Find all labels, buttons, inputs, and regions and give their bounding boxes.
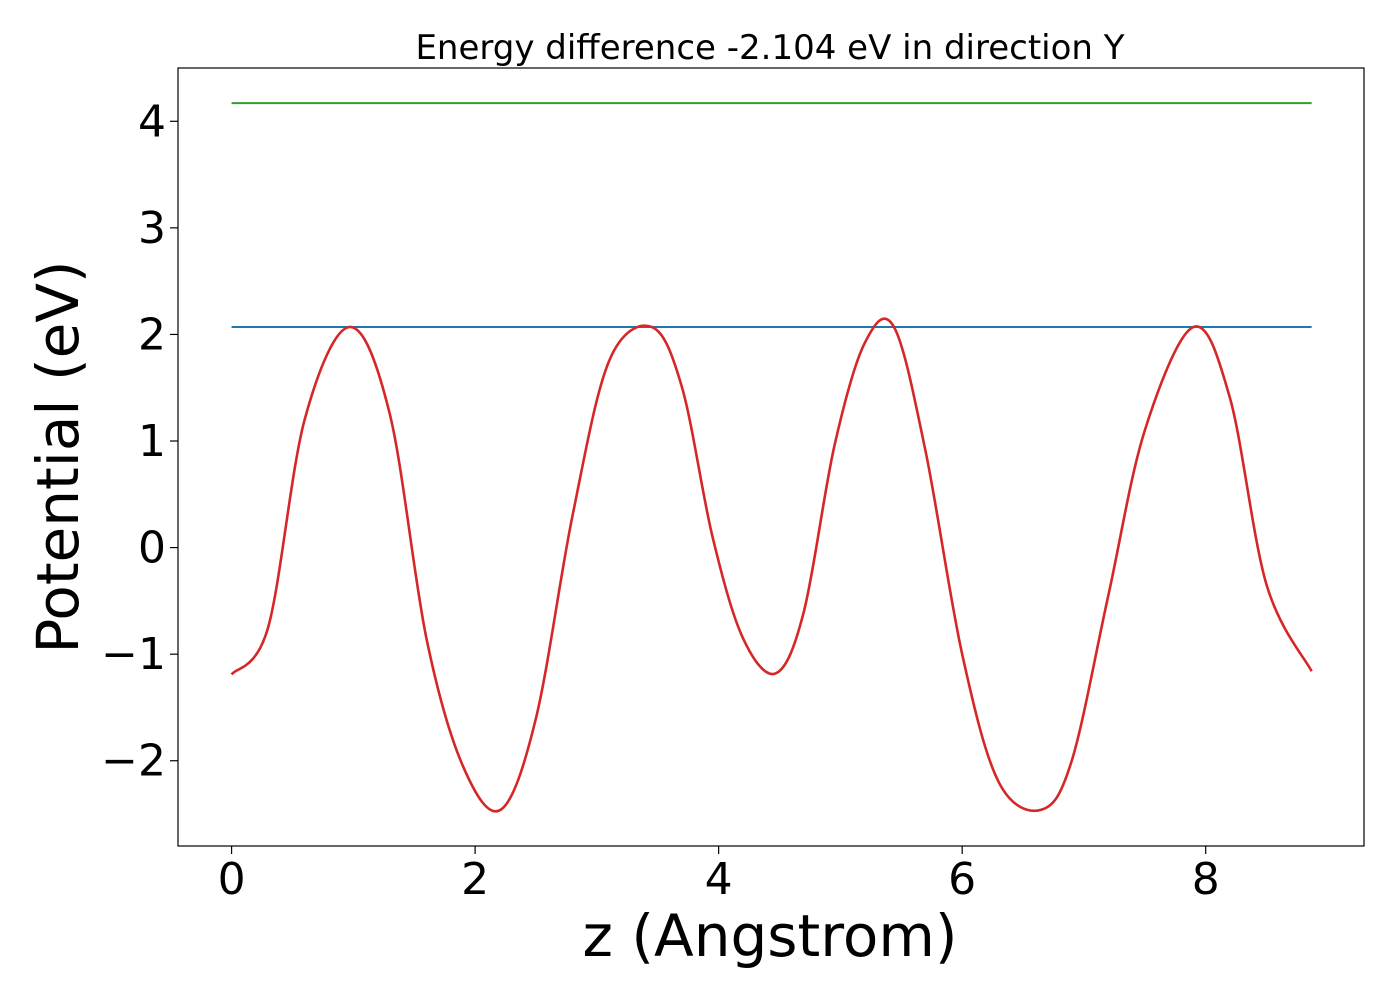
- y-tick-label: 2: [138, 309, 166, 360]
- x-tick-label: 0: [218, 854, 246, 905]
- y-axis: −2 −1 0 1 2 3 4: [101, 96, 178, 787]
- y-tick-label: −2: [101, 736, 166, 787]
- y-tick-label: −1: [101, 629, 166, 680]
- y-axis-title: Potential (eV): [24, 260, 92, 653]
- plot-area: [230, 102, 1313, 813]
- y-tick-label: 3: [138, 203, 166, 254]
- y-tick-label: 4: [138, 96, 166, 147]
- x-tick-label: 4: [705, 854, 733, 905]
- series-line-red: [230, 317, 1313, 813]
- y-tick-label: 1: [138, 416, 166, 467]
- chart-title: Energy difference -2.104 eV in direction…: [415, 28, 1124, 68]
- x-tick-label: 2: [461, 854, 489, 905]
- x-tick-label: 6: [948, 854, 976, 905]
- x-axis-title: z (Angstrom): [583, 902, 958, 970]
- plot-frame: [177, 67, 1365, 847]
- y-tick-label: 0: [138, 523, 166, 574]
- x-axis: 0 2 4 6 8: [218, 846, 1220, 905]
- x-tick-label: 8: [1192, 854, 1220, 905]
